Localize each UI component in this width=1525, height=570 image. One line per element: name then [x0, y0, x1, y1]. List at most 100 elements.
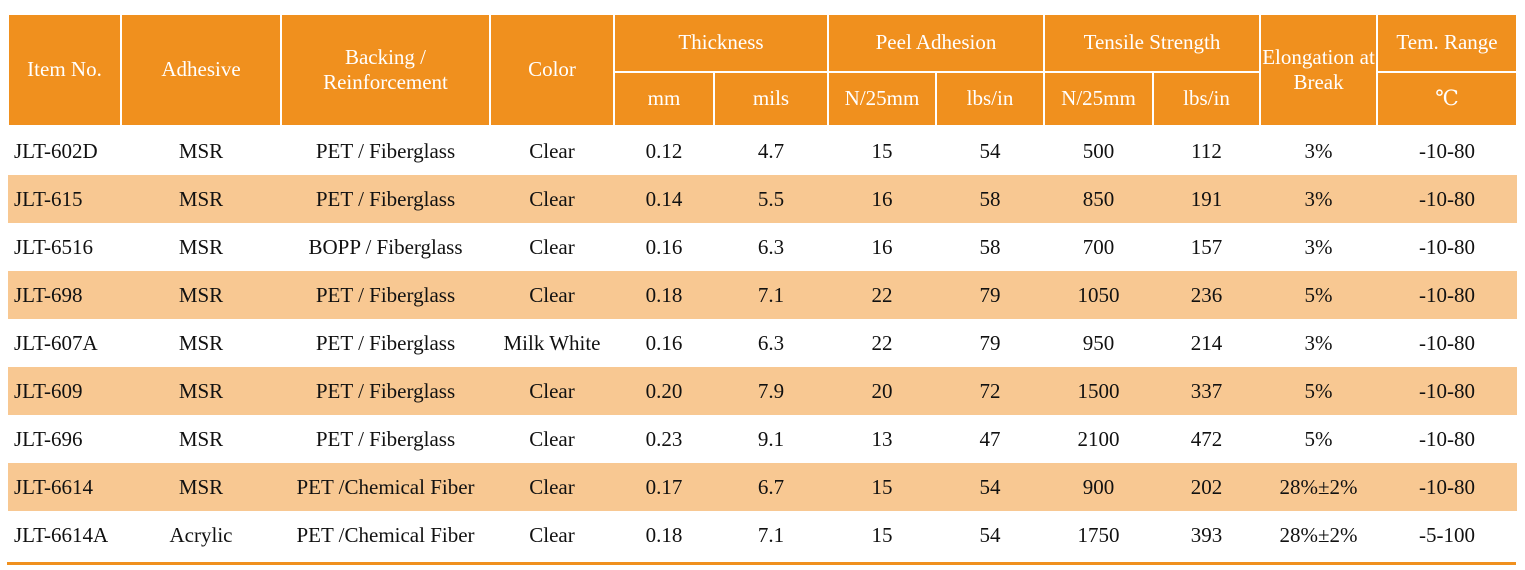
header-thickness: Thickness	[613, 13, 829, 73]
cell-adhesive: MSR	[178, 138, 224, 163]
subheader-tensile-lbs: lbs/in	[1151, 71, 1262, 127]
tape-spec-table: Item No. Adhesive Backing / Reinforcemen…	[7, 13, 1519, 559]
cell-tensile-n: 1500	[1044, 367, 1153, 415]
cell-peel-lbs: 54	[979, 138, 1001, 163]
cell-thickness-mm: 0.14	[614, 175, 714, 223]
table-row: JLT-6614 MSR PET /Chemical Fiber Clear 0.17 6…	[8, 463, 1518, 511]
cell-tensile-lbs: 214	[1190, 330, 1223, 355]
cell-temp-range: -5-100	[1419, 522, 1476, 547]
cell-temp-range: -10-80	[1419, 426, 1476, 451]
cell-color: Clear	[529, 522, 575, 547]
cell-tensile-n: 1750	[1077, 522, 1120, 547]
cell-tensile-n: 900	[1044, 463, 1153, 511]
cell-backing: PET /Chemical Fiber	[296, 522, 475, 547]
cell-adhesive: MSR	[121, 463, 281, 511]
cell-peel-n: 15	[871, 522, 893, 547]
cell-color: Clear	[490, 367, 614, 415]
subheader-tensile-n: N/25mm	[1043, 71, 1154, 127]
cell-tensile-lbs: 202	[1153, 463, 1261, 511]
cell-peel-lbs: 79	[979, 330, 1001, 355]
cell-elongation: 3%	[1304, 234, 1333, 259]
table-header: Item No. Adhesive Backing / Reinforcemen…	[7, 13, 1519, 127]
table-row: JLT-609 MSR PET / Fiberglass Clear 0.20 7.9 20…	[8, 367, 1518, 415]
cell-tensile-lbs: 472	[1190, 426, 1223, 451]
cell-tensile-lbs: 112	[1191, 138, 1222, 163]
cell-adhesive: MSR	[178, 234, 224, 259]
table-body: JLT-602D MSR PET / Fiberglass Clear 0.12 4.7 1…	[8, 126, 1518, 559]
cell-peel-n: 16	[871, 234, 893, 259]
cell-thickness-mm: 0.18	[645, 522, 683, 547]
cell-backing: PET / Fiberglass	[315, 330, 456, 355]
header-backing: Backing / Reinforcement	[280, 13, 491, 127]
subheader-thickness-mils: mils	[713, 71, 829, 127]
cell-thickness-mm: 0.18	[614, 271, 714, 319]
cell-tensile-n: 700	[1082, 234, 1115, 259]
cell-item-no: JLT-602D	[14, 138, 98, 163]
table-row: JLT-698 MSR PET / Fiberglass Clear 0.18 7.1 22…	[8, 271, 1518, 319]
table-row: JLT-696 MSR PET / Fiberglass Clear 0.23 9.1 13…	[8, 415, 1517, 463]
cell-item-no: JLT-696	[14, 426, 83, 451]
cell-thickness-mm: 0.12	[645, 138, 683, 163]
header-color: Color	[489, 13, 615, 127]
cell-thickness-mm: 0.16	[645, 234, 683, 259]
cell-peel-n: 16	[828, 175, 936, 223]
table-row: JLT-6614A Acrylic PET /Chemical Fiber Clear…	[8, 511, 1517, 559]
cell-peel-n: 15	[828, 463, 936, 511]
cell-temp-range: -10-80	[1377, 367, 1518, 415]
subheader-thickness-mm: mm	[613, 71, 715, 127]
cell-adhesive: MSR	[121, 367, 281, 415]
cell-backing: PET / Fiberglass	[281, 367, 490, 415]
cell-elongation: 28%±2%	[1279, 522, 1358, 547]
header-item-no: Item No.	[7, 13, 122, 127]
cell-elongation: 5%	[1260, 271, 1378, 319]
cell-thickness-mils: 6.3	[757, 234, 785, 259]
table-row: JLT-607A MSR PET / Fiberglass Milk White 0.1…	[8, 319, 1517, 367]
cell-temp-range: -10-80	[1377, 175, 1518, 223]
cell-color: Clear	[529, 234, 575, 259]
cell-tensile-lbs: 393	[1190, 522, 1223, 547]
cell-peel-n: 22	[828, 271, 936, 319]
cell-item-no: JLT-6614	[8, 463, 121, 511]
cell-peel-n: 15	[871, 138, 893, 163]
cell-peel-lbs: 54	[979, 522, 1001, 547]
cell-temp-range: -10-80	[1377, 463, 1518, 511]
cell-thickness-mils: 6.3	[757, 330, 785, 355]
header-adhesive: Adhesive	[120, 13, 282, 127]
cell-adhesive: MSR	[121, 271, 281, 319]
cell-item-no: JLT-6614A	[14, 522, 109, 547]
cell-item-no: JLT-6516	[14, 234, 93, 259]
table-row: JLT-6516 MSR BOPP / Fiberglass Clear 0.16 6.3…	[8, 223, 1517, 271]
cell-peel-n: 22	[871, 330, 893, 355]
table-row: JLT-602D MSR PET / Fiberglass Clear 0.12 4.7 1…	[8, 126, 1517, 175]
header-elongation: Elongation at Break	[1259, 13, 1379, 127]
cell-backing: PET / Fiberglass	[281, 271, 490, 319]
cell-thickness-mils: 4.7	[757, 138, 785, 163]
cell-backing: PET /Chemical Fiber	[281, 463, 490, 511]
header-temp-range: Tem. Range	[1376, 13, 1519, 73]
cell-adhesive: MSR	[178, 330, 224, 355]
cell-tensile-n: 500	[1082, 138, 1115, 163]
cell-tensile-lbs: 157	[1190, 234, 1223, 259]
cell-tensile-n: 950	[1082, 330, 1115, 355]
table-row: JLT-615 MSR PET / Fiberglass Clear 0.14 5.5 16…	[8, 175, 1518, 223]
cell-thickness-mils: 7.9	[714, 367, 828, 415]
cell-peel-lbs: 58	[979, 234, 1001, 259]
cell-tensile-n: 850	[1044, 175, 1153, 223]
cell-adhesive: MSR	[178, 426, 224, 451]
cell-backing: PET / Fiberglass	[281, 175, 490, 223]
cell-thickness-mils: 5.5	[714, 175, 828, 223]
cell-item-no: JLT-607A	[14, 330, 98, 355]
cell-backing: PET / Fiberglass	[315, 426, 456, 451]
cell-item-no: JLT-609	[8, 367, 121, 415]
cell-color: Clear	[490, 175, 614, 223]
cell-thickness-mils: 6.7	[714, 463, 828, 511]
cell-thickness-mm: 0.17	[614, 463, 714, 511]
cell-tensile-lbs: 191	[1153, 175, 1261, 223]
cell-peel-n: 20	[828, 367, 936, 415]
cell-peel-lbs: 58	[936, 175, 1044, 223]
cell-peel-lbs: 72	[936, 367, 1044, 415]
cell-backing: PET / Fiberglass	[315, 138, 456, 163]
cell-color: Clear	[529, 138, 575, 163]
cell-tensile-lbs: 236	[1153, 271, 1261, 319]
cell-temp-range: -10-80	[1419, 138, 1476, 163]
